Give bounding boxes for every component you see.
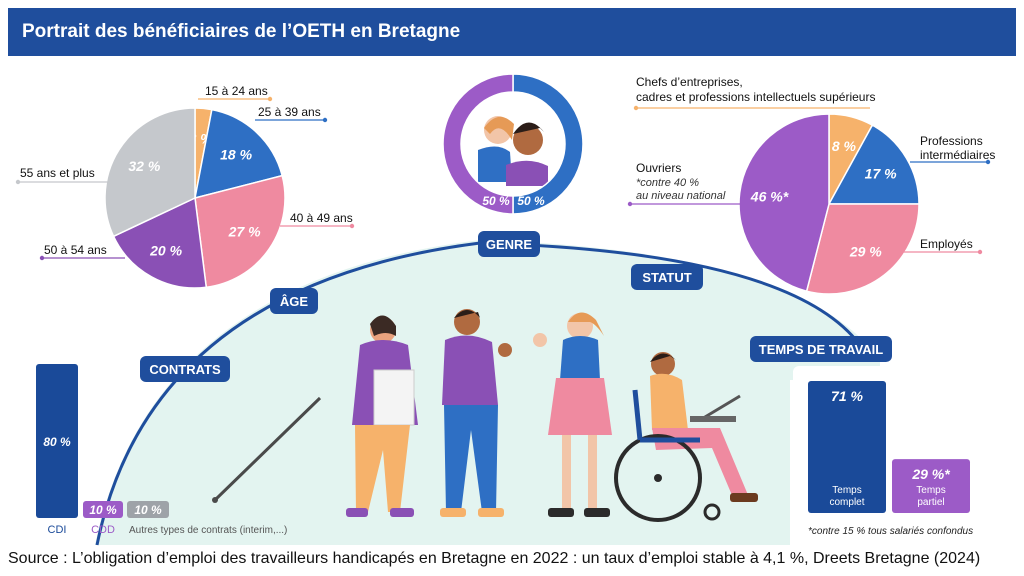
badge-statut-label: STATUT [642, 270, 691, 285]
statut-intermediaires-leader-dot [985, 159, 991, 165]
source-footer: Source : L’obligation d’emploi des trava… [8, 550, 981, 567]
age-category-label-3: 50 à 54 ans [44, 243, 107, 257]
age-category-label-1: 25 à 39 ans [258, 105, 321, 119]
statut-employes-leader-dot [977, 249, 983, 255]
age-category-label-4: 55 ans et plus [20, 166, 95, 180]
contrats-value-label-0: 80 % [43, 435, 71, 449]
badge-contrats-label: CONTRATS [149, 362, 221, 377]
age-slice-4 [104, 107, 196, 238]
contrats-category-label-0: CDI [48, 524, 67, 536]
dome-arc [95, 241, 862, 546]
age-55-plus-leader-dot [15, 179, 21, 185]
age-50-54-leader-dot [39, 255, 45, 261]
genre-illustration [478, 116, 548, 186]
genre-value-label-1: 50 % [482, 194, 510, 208]
badge-temps-label: TEMPS DE TRAVAIL [759, 342, 884, 357]
page-title: Portrait des bénéficiaires de l’OETH en … [8, 8, 1016, 56]
temps-category-label-1a: Temps [916, 485, 945, 496]
contrats-value-label-2: 10 % [134, 503, 162, 517]
contrats-bar-chart: 80 % 10 % 10 % CDI CDD Autres types de contra… [36, 364, 287, 536]
people-illustration [212, 309, 758, 522]
temps-value-label-1: 29 %* [911, 466, 950, 482]
temps-category-label-0b: complet [829, 497, 864, 508]
age-value-label-3: 20 % [149, 243, 182, 259]
statut-category-label-1b: intermédiaires [920, 148, 995, 162]
statut-value-label-1: 17 % [865, 165, 897, 181]
age-slice-1 [194, 108, 284, 200]
statut-pie-chart: 8 % 17 % 29 % 46 %* Chefs d’entreprises,cadr… [627, 75, 995, 295]
statut-value-label-2: 29 % [849, 243, 882, 259]
statut-category-label-0a: Chefs d’entreprises, [636, 75, 743, 89]
age-category-label-2: 40 à 49 ans [290, 211, 353, 225]
badge-contrats: CONTRATS [140, 356, 230, 382]
statut-cadres-leader-dot [633, 105, 639, 111]
statut-ouvriers-leader-dot [627, 201, 633, 207]
genre-value-label-0: 50 % [517, 194, 545, 208]
statut-slice-1 [827, 124, 920, 205]
statut-value-label-0: 8 % [832, 138, 857, 154]
statut-category-label-0b: cadres et professions intellectuels supé… [636, 90, 875, 104]
contrats-bar-2 [127, 501, 169, 518]
genre-donut-chart: 50 % 50 % [442, 73, 584, 215]
contrats-category-label-1: CDD [91, 524, 115, 536]
contrats-bar-1 [83, 501, 123, 518]
age-40-49-leader-dot [349, 223, 355, 229]
contrats-bar-0 [36, 364, 78, 518]
temps-bar-1 [892, 459, 970, 513]
badge-statut: STATUT [631, 264, 703, 290]
statut-category-label-1a: Professions [920, 134, 983, 148]
statut-value-label-3: 46 %* [750, 188, 789, 204]
badge-temps-de-travail: TEMPS DE TRAVAIL [750, 336, 892, 362]
age-slice-2 [194, 174, 286, 289]
age-value-label-2: 27 % [228, 224, 261, 240]
statut-slice-2 [805, 203, 920, 295]
contrats-value-label-1: 10 % [89, 503, 117, 517]
age-value-label-4: 32 % [128, 158, 160, 174]
badge-age: ÂGE [270, 288, 318, 314]
age-15-24-leader-dot [267, 96, 273, 102]
statut-note-line-0: *contre 40 % [636, 177, 699, 189]
age-25-39-leader-dot [322, 117, 328, 123]
age-category-label-0: 15 à 24 ans [205, 84, 268, 98]
temps-category-label-0a: Temps [832, 485, 861, 496]
temps-note: *contre 15 % tous salariés confondus [808, 526, 973, 537]
statut-note-line-1: au niveau national [636, 190, 726, 202]
statut-category-label-2: Employés [920, 237, 973, 251]
age-slice-3 [112, 196, 208, 289]
genre-slice-1 [442, 73, 514, 215]
badge-genre-label: GENRE [486, 237, 533, 252]
temps-category-label-1b: partiel [917, 497, 944, 508]
temps-bar-0 [808, 381, 886, 513]
badge-genre: GENRE [478, 231, 540, 257]
badge-age-label: ÂGE [280, 294, 309, 309]
age-value-label-1: 18 % [220, 146, 252, 162]
contrats-category-label-2: Autres types de contrats (interim,...) [129, 525, 287, 536]
statut-category-label-3: Ouvriers [636, 161, 681, 175]
temps-value-label-0: 71 % [831, 388, 863, 404]
statut-slice-3 [738, 113, 830, 293]
